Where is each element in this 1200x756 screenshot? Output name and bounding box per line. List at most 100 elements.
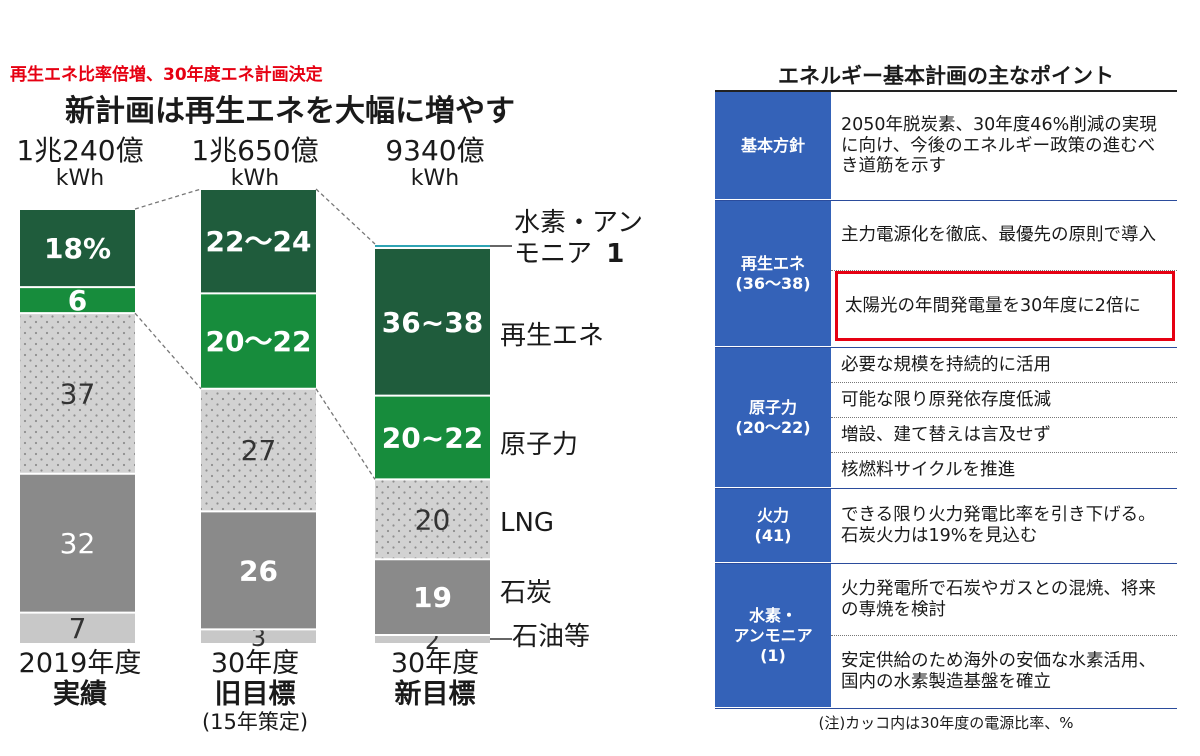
data-label-coal: 26 xyxy=(239,554,278,587)
bar-segment-nuclear xyxy=(375,395,490,480)
list-item: 核燃料サイクルを推進 xyxy=(841,460,1016,481)
bar-segment-oil xyxy=(375,635,490,643)
caption-new-target: 30年度 新目標 xyxy=(360,648,510,710)
total-old-target: 1兆650億 kWh xyxy=(190,137,320,190)
data-label-lng: 37 xyxy=(60,377,96,410)
side-label-oil: 石油等 xyxy=(512,622,591,652)
side-label-renewable: 再生エネ xyxy=(500,321,605,351)
bar-segment-renewable xyxy=(375,247,490,396)
caption-line1: 30年度 xyxy=(210,648,300,679)
panel-title: エネルギー基本計画の主なポイント xyxy=(778,64,1114,88)
total-value: 1兆240億 xyxy=(16,134,144,167)
row-head-line: アンモニア xyxy=(733,625,813,645)
row-head-line: 基本方針 xyxy=(740,135,805,155)
data-label-oil: 7 xyxy=(69,612,87,645)
row-head-line: (20〜22) xyxy=(735,417,811,437)
list-item: 安定供給のため海外の安価な水素活用、国内の水素製造基盤を確立 xyxy=(841,651,1156,692)
panel-title-rule xyxy=(715,90,1177,92)
row-body: できる限り火力発電比率を引き下げる。石炭火力は19%を見込む xyxy=(831,489,1177,563)
bar-segment-lng xyxy=(201,388,316,512)
total-2019: 1兆240億 kWh xyxy=(15,137,145,190)
headline: 再生エネ比率倍増、30年度エネ計画決定 xyxy=(10,65,323,85)
bar-segment-lng xyxy=(375,479,490,560)
caption-line3: (15年策定) xyxy=(201,710,309,735)
table-row-basic-policy: 基本方針 2050年脱炭素、30年度46%削減の実現に向け、今後のエネルギー政策… xyxy=(715,92,1177,201)
row-body: 主力電源化を徹底、最優先の原則で導入 太陽光の年間発電量を30年度に2倍に xyxy=(831,201,1177,347)
points-table: 基本方針 2050年脱炭素、30年度46%削減の実現に向け、今後のエネルギー政策… xyxy=(715,92,1177,709)
list-item: 主力電源化を徹底、最優先の原則で導入 xyxy=(831,201,1177,271)
row-head-line: 再生エネ xyxy=(740,253,805,273)
side-label-lng: LNG xyxy=(500,508,555,538)
row-head: 水素・ アンモニア (1) xyxy=(715,564,831,708)
row-body: 2050年脱炭素、30年度46%削減の実現に向け、今後のエネルギー政策の進むべき… xyxy=(831,92,1177,200)
bar-segment-coal xyxy=(375,559,490,636)
data-label-nuclear: 6 xyxy=(68,284,87,317)
list-item: 増設、建て替えは言及せず xyxy=(831,418,1177,453)
list-item: できる限り火力発電比率を引き下げる。石炭火力は19%を見込む xyxy=(841,505,1156,546)
row-head: 原子力 (20〜22) xyxy=(715,348,831,488)
connector-line xyxy=(134,188,202,210)
data-label-coal: 32 xyxy=(60,527,96,560)
row-head-line: (36〜38) xyxy=(735,273,811,293)
chart-title: 新計画は再生エネを大幅に増やす xyxy=(65,94,515,129)
total-unit: kWh xyxy=(230,166,280,191)
table-row-nuclear: 原子力 (20〜22) 必要な規模を持続的に活用 可能な限り原発依存度低減 増設… xyxy=(715,348,1177,489)
side-label-nuclear: 原子力 xyxy=(500,430,579,460)
row-head-line: 水素・ xyxy=(748,605,797,625)
list-item: 可能な限り原発依存度低減 xyxy=(831,383,1177,418)
row-head: 再生エネ (36〜38) xyxy=(715,201,831,347)
data-label-nuclear: 20~22 xyxy=(382,422,483,455)
connector-line xyxy=(315,388,376,480)
row-head-line: (1) xyxy=(760,645,786,665)
bar-segment-coal xyxy=(201,511,316,630)
data-label-oil: 3 xyxy=(251,624,266,652)
list-item: 2050年脱炭素、30年度46%削減の実現に向け、今後のエネルギー政策の進むべき… xyxy=(841,115,1157,177)
caption-line2: 新目標 xyxy=(394,679,476,711)
list-item: 必要な規模を持続的に活用 xyxy=(831,348,1177,383)
connector-line xyxy=(134,312,202,390)
caption-line1: 30年度 xyxy=(390,648,480,679)
row-body: 必要な規模を持続的に活用 可能な限り原発依存度低減 増設、建て替えは言及せず 核… xyxy=(831,348,1177,488)
side-label-hydrogen-text: モニア xyxy=(514,239,593,270)
highlighted-list-item: 太陽光の年間発電量を30年度に2倍に xyxy=(835,271,1175,341)
caption-line1: 2019年度 xyxy=(18,648,142,679)
table-row-renewable: 再生エネ (36〜38) 主力電源化を徹底、最優先の原則で導入 太陽光の年間発電… xyxy=(715,201,1177,348)
data-label-lng: 20 xyxy=(415,503,451,536)
bar-segment-oil xyxy=(201,629,316,643)
total-unit: kWh xyxy=(410,166,460,191)
side-label-hydrogen-value: 1 xyxy=(606,239,625,270)
bar-segment-oil xyxy=(20,612,135,643)
list-item: 火力発電所で石炭やガスとの混焼、将来の専焼を検討 xyxy=(831,564,1177,636)
bar-segment-nuclear xyxy=(20,287,135,314)
row-body: 火力発電所で石炭やガスとの混焼、将来の専焼を検討 安定供給のため海外の安価な水素… xyxy=(831,564,1177,708)
data-label-renewable: 18% xyxy=(44,232,111,265)
row-head-line: 火力 xyxy=(756,505,789,525)
connector-line xyxy=(315,188,376,245)
data-label-renewable: 22〜24 xyxy=(206,225,312,258)
data-label-renewable: 36~38 xyxy=(382,306,483,339)
row-head: 基本方針 xyxy=(715,92,831,200)
total-value: 9340億 xyxy=(385,134,485,167)
data-label-nuclear: 20〜22 xyxy=(206,325,312,358)
side-label-hydrogen-line2: モニア 1 xyxy=(514,239,643,270)
data-label-coal: 19 xyxy=(413,581,452,614)
total-value: 1兆650億 xyxy=(191,134,319,167)
row-head-line: 原子力 xyxy=(748,397,797,417)
table-row-thermal: 火力 (41) できる限り火力発電比率を引き下げる。石炭火力は19%を見込む xyxy=(715,489,1177,564)
bar-segment-hydrogen xyxy=(375,244,490,248)
caption-line2: 実績 xyxy=(53,679,107,711)
bar-segment-coal xyxy=(20,473,135,613)
row-head-line: (41) xyxy=(754,525,792,545)
caption-old-target: 30年度 旧目標 (15年策定) xyxy=(180,648,330,734)
bar-segment-renewable xyxy=(20,209,135,288)
bar-segment-renewable xyxy=(201,189,316,294)
side-label-hydrogen-line1: 水素・アン xyxy=(514,208,643,238)
total-new-target: 9340億 kWh xyxy=(370,137,500,190)
table-note: (注)カッコ内は30年度の電源比率、% xyxy=(818,714,1074,732)
side-label-hydrogen: 水素・アン モニア 1 xyxy=(514,208,643,270)
caption-line2: 旧目標 xyxy=(214,679,296,711)
total-unit: kWh xyxy=(55,166,105,191)
caption-2019: 2019年度 実績 xyxy=(0,648,160,710)
row-head: 火力 (41) xyxy=(715,489,831,563)
